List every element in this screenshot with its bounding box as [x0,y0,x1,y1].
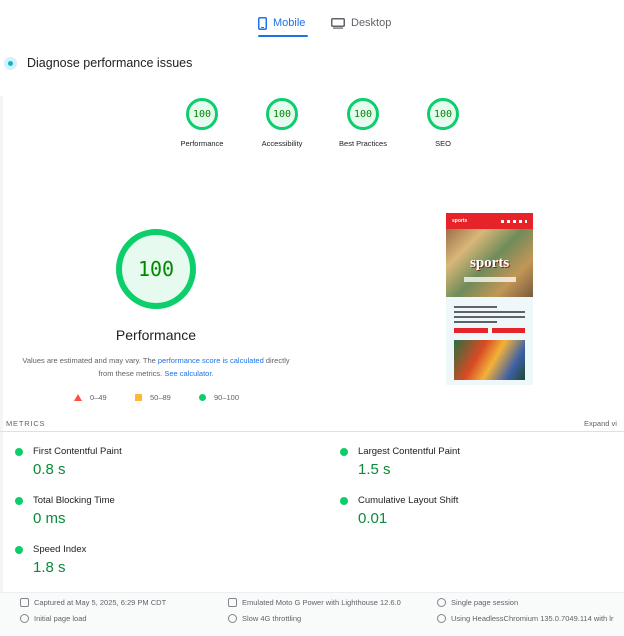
metric-label: Total Blocking Time [33,495,115,506]
footer-session: Single page session [437,598,518,607]
square-icon [135,394,142,401]
metric-value: 0 ms [33,510,66,527]
wifi-icon [228,614,237,623]
footer-text: Using HeadlessChromium 135.0.7049.114 wi… [451,614,614,623]
metric-value: 1.5 s [358,461,391,478]
thumb-hero-banner [464,277,516,282]
circle-icon [199,394,206,401]
page-screenshot-thumbnail: sports sports [446,213,533,385]
gauge-score: 100 [427,98,459,130]
people-icon [437,598,446,607]
footer-text: Slow 4G throttling [242,614,302,623]
metrics-divider [0,431,624,432]
thumb-logo: sports [452,218,468,224]
gauge-best-practices[interactable]: 100 Best Practices [318,98,408,148]
gauge-label: SEO [435,139,451,148]
metric-value: 1.8 s [33,559,66,576]
legend-average: 50–89 [135,393,171,402]
metric-value: 0.01 [358,510,388,527]
legend-fail: 0–49 [74,393,107,402]
tab-desktop-label: Desktop [351,17,392,29]
diagnose-title: Diagnose performance issues [27,56,193,70]
gauge-seo[interactable]: 100 SEO [398,98,488,148]
gauge-accessibility[interactable]: 100 Accessibility [237,98,327,148]
pass-circle-icon [15,546,23,554]
timer-icon [20,614,29,623]
metric-label: First Contentful Paint [33,446,122,457]
browser-icon [437,614,446,623]
legend-range: 50–89 [150,393,171,402]
runtime-settings: Captured at May 5, 2025, 6:29 PM CDT Emu… [0,592,624,636]
phone-icon [258,16,267,30]
legend-range: 0–49 [90,393,107,402]
triangle-icon [74,394,82,401]
diagnose-header: Diagnose performance issues [4,56,192,70]
pass-circle-icon [340,448,348,456]
thumb-hero: sports [446,229,533,297]
metric-label: Speed Index [33,544,87,555]
diagnose-icon [4,56,17,70]
footer-throttling: Slow 4G throttling [228,614,301,623]
footer-browser: Using HeadlessChromium 135.0.7049.114 wi… [437,614,613,623]
performance-title: Performance [115,327,197,343]
thumb-menu-icon [501,219,527,223]
performance-score-gauge: 100 [116,229,196,309]
thumb-artwork [454,340,525,380]
thumb-header: sports [446,213,533,229]
footer-initial-load: Initial page load [20,614,87,623]
expand-view-toggle[interactable]: Expand vi [584,419,617,428]
device-tabs: Mobile Desktop [0,0,624,40]
calendar-icon [20,598,29,607]
footer-text: Emulated Moto G Power with Lighthouse 12… [242,598,401,607]
footer-text: Captured at May 5, 2025, 6:29 PM CDT [34,598,167,607]
pass-circle-icon [15,497,23,505]
metric-value: 0.8 s [33,461,66,478]
left-rail [0,96,3,596]
gauge-score: 100 [347,98,379,130]
calculator-link[interactable]: See calculator. [164,369,214,378]
legend-range: 90–100 [214,393,240,402]
pass-circle-icon [340,497,348,505]
metrics-header: METRICS [6,419,46,428]
gauge-performance[interactable]: 100 Performance [157,98,247,148]
pass-circle-icon [15,448,23,456]
monitor-icon [331,17,345,29]
footer-text: Single page session [451,598,519,607]
note-text: Values are estimated and may vary. The [22,356,158,365]
score-note: Values are estimated and may vary. The p… [16,354,296,380]
metric-label: Largest Contentful Paint [358,446,460,457]
gauge-label: Best Practices [339,139,387,148]
legend-pass: 90–100 [199,393,239,402]
gauge-label: Accessibility [261,139,303,148]
tab-mobile[interactable]: Mobile [258,10,308,37]
device-icon [228,598,237,607]
gauge-score: 100 [186,98,218,130]
footer-text: Initial page load [34,614,87,623]
metric-label: Cumulative Layout Shift [358,495,459,506]
footer-captured: Captured at May 5, 2025, 6:29 PM CDT [20,598,166,607]
tab-desktop[interactable]: Desktop [331,10,391,36]
note-text-2: directly from these metrics. [98,356,290,378]
thumb-body [446,297,533,339]
tab-mobile-label: Mobile [273,17,306,29]
thumb-hero-title: sports [470,255,510,271]
gauge-label: Performance [180,139,224,148]
gauge-score: 100 [266,98,298,130]
performance-score-link[interactable]: performance score is calculated [157,356,264,365]
footer-emulated: Emulated Moto G Power with Lighthouse 12… [228,598,401,607]
